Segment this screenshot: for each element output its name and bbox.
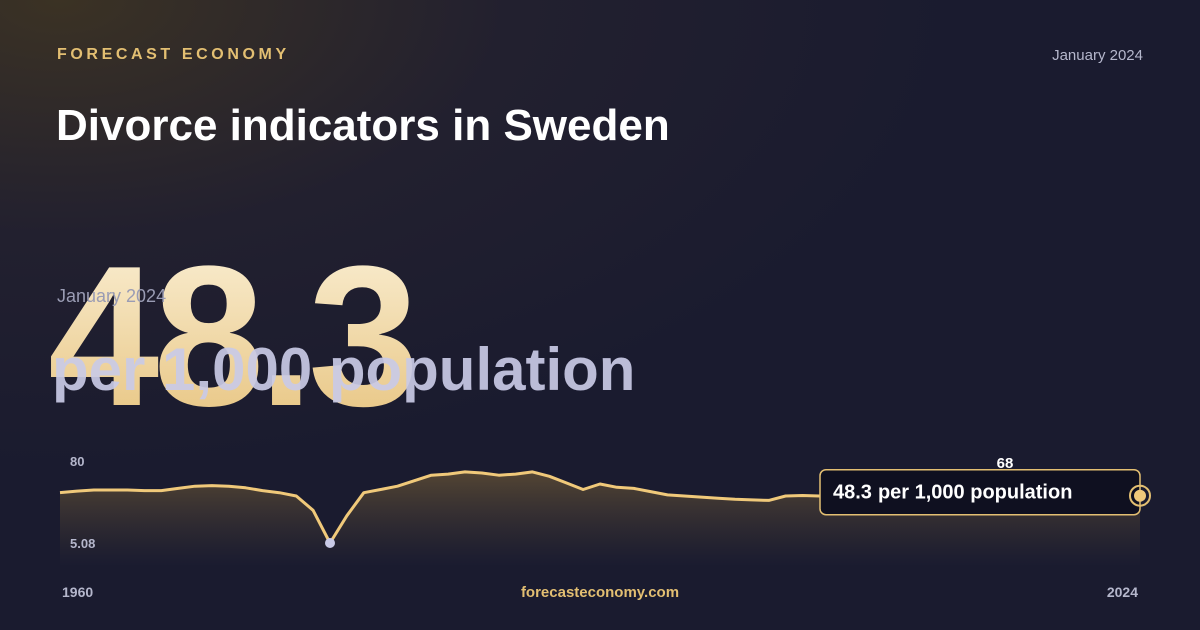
y-tick-label: 5.08	[70, 536, 95, 551]
last-marker	[1134, 489, 1146, 502]
footer: forecasteconomy.com	[521, 584, 679, 601]
x-tick-label: 2024	[1107, 584, 1138, 600]
date: January 2024	[1052, 47, 1143, 64]
headline-value: 48.3	[48, 225, 413, 448]
chart: 5.08 80 1960 2024 68 48.3 per 1,000 population	[59, 454, 1151, 600]
y-tick-label: 80	[70, 454, 84, 469]
title: Divorce indicators in Sweden	[56, 101, 670, 150]
headline-date: January 2024	[57, 286, 166, 306]
tooltip-text: 48.3 per 1,000 population	[833, 482, 1072, 504]
last-ring	[1129, 484, 1151, 507]
area-fill	[60, 471, 1140, 565]
tooltip-unit: per 1,000 population	[878, 482, 1072, 504]
min-marker	[325, 538, 335, 548]
tooltip-value: 48.3	[833, 482, 872, 504]
x-tick-label: 1960	[62, 584, 93, 600]
brand: FORECAST ECONOMY	[57, 46, 290, 63]
peak-label: 68	[997, 455, 1014, 472]
headline-unit: per 1,000 population	[52, 336, 635, 403]
